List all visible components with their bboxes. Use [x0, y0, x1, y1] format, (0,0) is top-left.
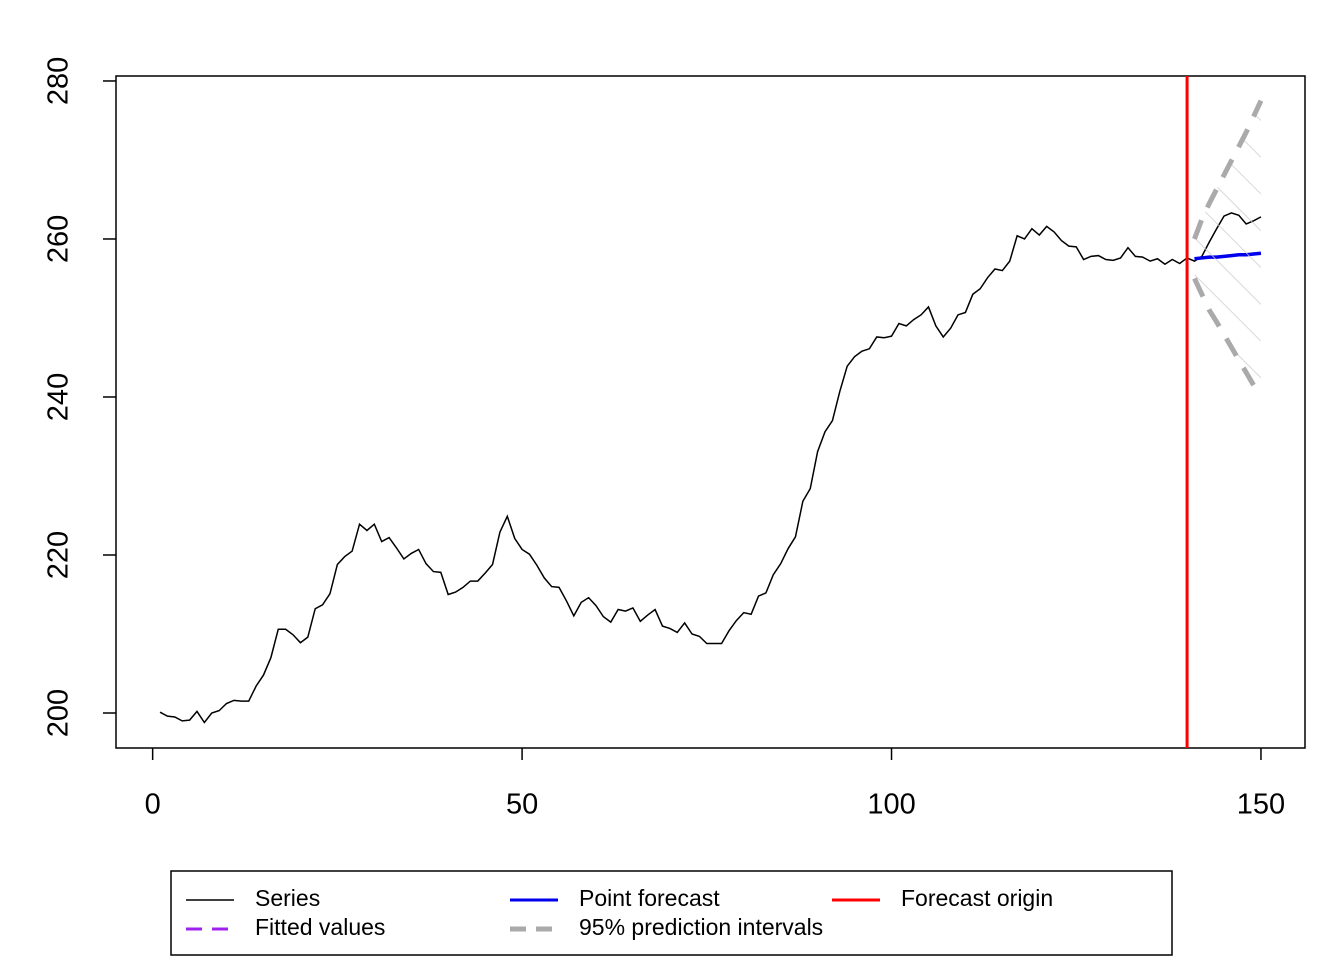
legend-label: Point forecast [579, 885, 720, 911]
legend-label: Series [255, 885, 320, 911]
x-tick-label: 150 [1237, 789, 1285, 821]
x-tick-label: 50 [506, 789, 538, 821]
series-line [159, 212, 1262, 724]
lower-interval [1192, 277, 1264, 399]
y-tick-label: 280 [43, 57, 75, 105]
x-tick-label: 100 [867, 789, 915, 821]
x-tick-label: 0 [145, 789, 161, 821]
legend-label: Forecast origin [901, 885, 1053, 911]
y-tick-label: 220 [43, 531, 75, 579]
interval-hatch [1194, 100, 1261, 397]
plot-box [115, 75, 1306, 749]
legend-box [170, 870, 1173, 956]
upper-interval [1192, 99, 1264, 240]
legend-label: 95% prediction intervals [579, 914, 823, 940]
y-tick-label: 240 [43, 373, 75, 421]
y-tick-label: 260 [43, 215, 75, 263]
legend-label: Fitted values [255, 914, 385, 940]
y-tick-label: 200 [43, 689, 75, 737]
